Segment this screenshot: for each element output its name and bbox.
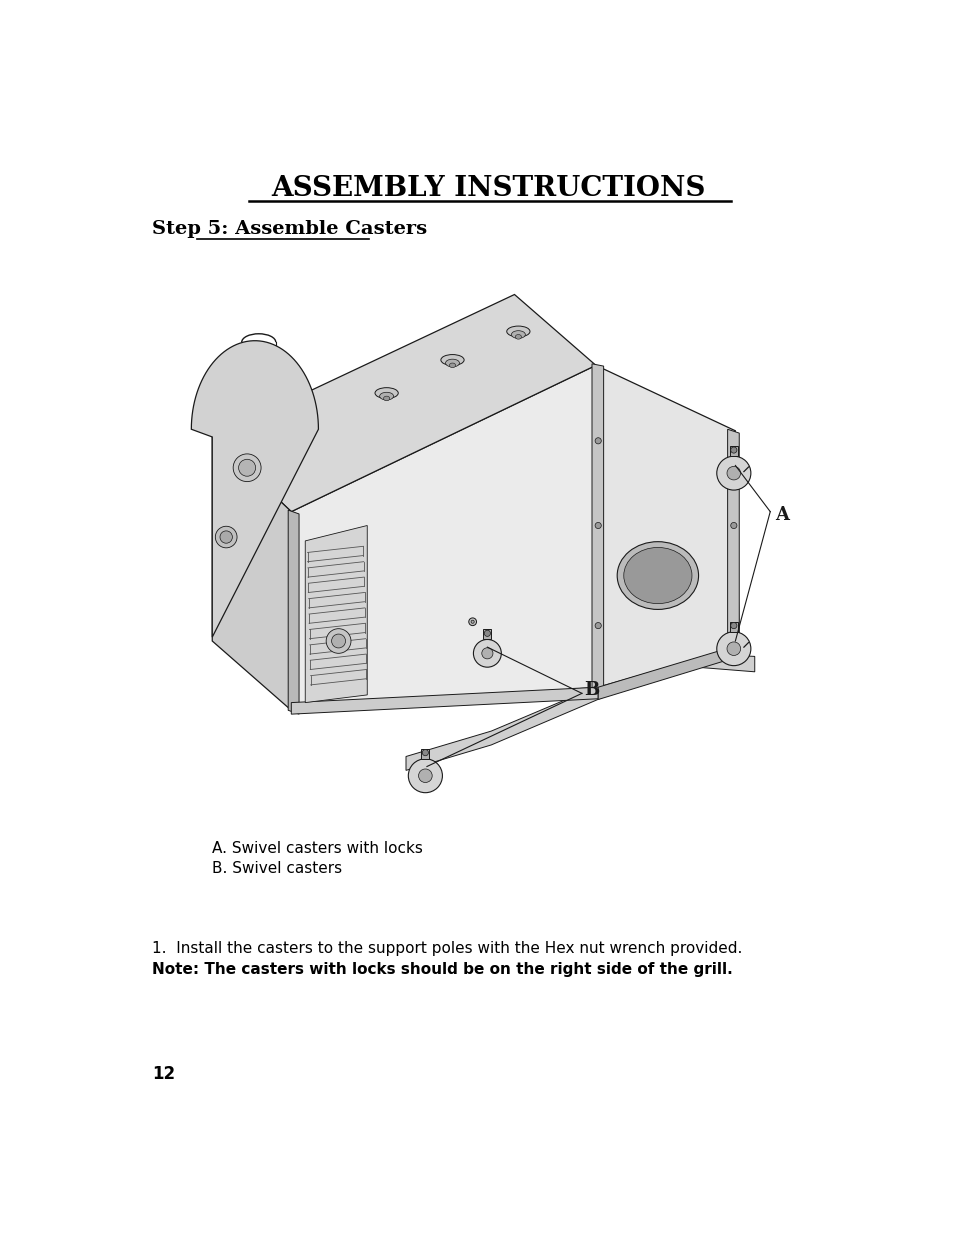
Text: B: B [583, 682, 598, 699]
Polygon shape [729, 446, 737, 456]
Ellipse shape [726, 642, 740, 656]
Circle shape [215, 526, 236, 548]
Polygon shape [192, 341, 318, 637]
Ellipse shape [515, 335, 521, 340]
Ellipse shape [440, 354, 464, 366]
Circle shape [730, 522, 736, 529]
Text: A: A [774, 505, 788, 524]
Circle shape [595, 437, 600, 443]
Ellipse shape [511, 331, 525, 338]
Circle shape [471, 620, 474, 624]
Polygon shape [212, 437, 291, 710]
Ellipse shape [716, 456, 750, 490]
Ellipse shape [445, 359, 459, 367]
Polygon shape [421, 748, 429, 758]
Ellipse shape [726, 467, 740, 480]
Text: B. Swivel casters: B. Swivel casters [212, 862, 342, 877]
Circle shape [595, 522, 600, 529]
Ellipse shape [623, 547, 691, 604]
Ellipse shape [481, 648, 493, 658]
Polygon shape [727, 430, 739, 648]
Polygon shape [291, 366, 598, 710]
Circle shape [238, 459, 255, 477]
Ellipse shape [449, 363, 456, 368]
Circle shape [595, 622, 600, 629]
Ellipse shape [379, 393, 394, 400]
Circle shape [730, 622, 736, 629]
Polygon shape [406, 652, 754, 771]
Ellipse shape [506, 326, 530, 337]
Ellipse shape [473, 640, 500, 667]
Text: A. Swivel casters with locks: A. Swivel casters with locks [212, 841, 423, 856]
Polygon shape [592, 364, 603, 692]
Circle shape [730, 622, 736, 629]
Circle shape [332, 634, 345, 648]
Circle shape [233, 454, 261, 482]
Circle shape [730, 450, 736, 456]
Ellipse shape [383, 396, 390, 401]
Circle shape [422, 750, 428, 756]
Text: 1.  Install the casters to the support poles with the Hex nut wrench provided.: 1. Install the casters to the support po… [152, 941, 741, 956]
Text: Step 5: Assemble Casters: Step 5: Assemble Casters [152, 220, 427, 238]
Polygon shape [288, 510, 298, 714]
Polygon shape [305, 526, 367, 703]
Polygon shape [212, 294, 596, 511]
Ellipse shape [617, 542, 698, 609]
Ellipse shape [408, 758, 442, 793]
Ellipse shape [375, 388, 397, 399]
Ellipse shape [716, 632, 750, 666]
Polygon shape [483, 630, 491, 640]
Polygon shape [729, 621, 737, 632]
Circle shape [326, 629, 351, 653]
Polygon shape [598, 645, 739, 699]
Circle shape [220, 531, 233, 543]
Circle shape [730, 447, 736, 453]
Circle shape [484, 630, 490, 636]
Text: 12: 12 [152, 1065, 174, 1083]
Polygon shape [291, 687, 598, 714]
Ellipse shape [418, 769, 432, 783]
Polygon shape [596, 366, 739, 687]
Circle shape [468, 618, 476, 626]
Text: Note: The casters with locks should be on the right side of the grill.: Note: The casters with locks should be o… [152, 962, 732, 977]
Text: ASSEMBLY INSTRUCTIONS: ASSEMBLY INSTRUCTIONS [272, 174, 705, 201]
